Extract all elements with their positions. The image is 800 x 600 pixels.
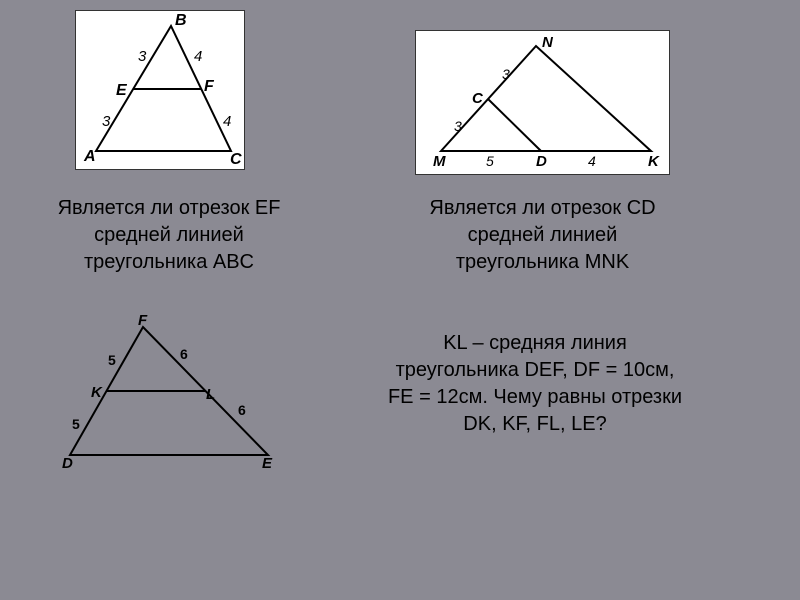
fig2-cap-l1: Является ли отрезок CD bbox=[429, 197, 655, 219]
figure2-caption: Является ли отрезок CD средней линией тр… bbox=[415, 195, 670, 276]
vertex-d3: D bbox=[62, 455, 73, 470]
edge-fk: 5 bbox=[108, 352, 116, 368]
fig1-cap-l3: треугольника ABC bbox=[84, 251, 254, 273]
fig3-cap-l3: FE = 12см. Чему равны отрезки bbox=[388, 386, 682, 408]
vertex-m: M bbox=[433, 153, 446, 170]
vertex-c2: C bbox=[472, 90, 484, 107]
edge-fl: 6 bbox=[180, 346, 188, 362]
edge-be: 3 bbox=[138, 48, 147, 65]
vertex-b: B bbox=[175, 12, 187, 29]
edge-nc: 3 bbox=[502, 66, 510, 82]
edge-bf: 4 bbox=[194, 48, 202, 65]
vertex-f3: F bbox=[138, 315, 148, 329]
fig1-cap-l1: Является ли отрезок EF bbox=[58, 197, 281, 219]
figure1-box: A B C E F 3 3 4 4 bbox=[75, 10, 245, 170]
figure3-caption: KL – средняя линия треугольника DEF, DF … bbox=[335, 330, 735, 438]
edge-ea: 3 bbox=[102, 113, 111, 130]
edge-kd: 5 bbox=[72, 416, 80, 432]
fig1-cap-l2: средней линией bbox=[94, 224, 244, 246]
edge-md: 5 bbox=[486, 153, 494, 169]
fig3-cap-l4: DK, KF, FL, LE? bbox=[463, 413, 606, 435]
figure3-svg: D E F K L 5 5 6 6 bbox=[58, 315, 278, 470]
vertex-e: E bbox=[116, 82, 128, 99]
edge-le: 6 bbox=[238, 402, 246, 418]
fig2-cap-l3: треугольника MNK bbox=[456, 251, 629, 273]
figure1-svg: A B C E F 3 3 4 4 bbox=[76, 11, 246, 171]
vertex-f: F bbox=[204, 78, 215, 95]
figure3-box: D E F K L 5 5 6 6 bbox=[58, 315, 278, 470]
vertex-e3: E bbox=[262, 455, 273, 470]
edge-dk: 4 bbox=[588, 153, 596, 169]
fig3-cap-l1: KL – средняя линия bbox=[443, 332, 627, 354]
figure2-svg: M N K C D 3 3 5 4 bbox=[416, 31, 671, 176]
vertex-k: K bbox=[648, 153, 660, 170]
vertex-n: N bbox=[542, 34, 554, 51]
edge-cm: 3 bbox=[454, 118, 462, 134]
figure1-caption: Является ли отрезок EF средней линией тр… bbox=[54, 195, 284, 276]
fig2-cap-l2: средней линией bbox=[468, 224, 618, 246]
vertex-a: A bbox=[83, 148, 96, 165]
edge-fc: 4 bbox=[223, 113, 231, 130]
figure2-box: M N K C D 3 3 5 4 bbox=[415, 30, 670, 175]
segment-cd bbox=[488, 99, 541, 151]
vertex-c: C bbox=[230, 151, 242, 168]
vertex-k3: K bbox=[91, 384, 103, 401]
fig3-cap-l2: треугольника DEF, DF = 10см, bbox=[396, 359, 675, 381]
vertex-d2: D bbox=[536, 153, 547, 170]
vertex-l3: L bbox=[206, 386, 215, 403]
